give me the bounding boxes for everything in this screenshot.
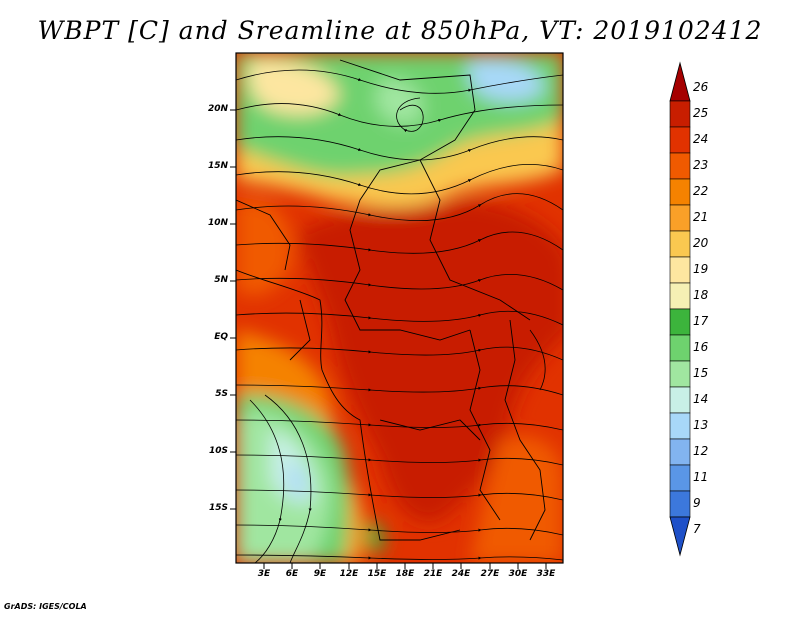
colorbar-label-24: 24 — [693, 132, 709, 146]
lat-label-5s: 5S — [215, 389, 228, 399]
chart-title: WBPT [C] and Sreamline at 850hPa, VT: 20… — [37, 16, 763, 45]
colorbar-top-triangle — [669, 61, 691, 102]
lat-label-5n: 5N — [214, 275, 228, 285]
colorbar-label-13: 13 — [693, 418, 709, 432]
colorbar-label-22: 22 — [693, 184, 709, 198]
lon-label-30e: 30E — [508, 569, 528, 579]
lat-label-20n: 20N — [207, 104, 228, 114]
colorbar-segment — [669, 256, 691, 284]
colorbar-segment — [669, 308, 691, 336]
colorbar-segment — [669, 386, 691, 414]
lat-label-15n: 15N — [207, 161, 228, 171]
colorbar-segment — [669, 334, 691, 362]
lat-ticks — [230, 109, 236, 510]
lat-label-10s: 10S — [208, 446, 228, 456]
colorbar-segment — [669, 230, 691, 258]
colorbar-segment — [669, 412, 691, 440]
colorbar-label-26: 26 — [693, 80, 709, 94]
lon-label-21e: 21E — [423, 569, 443, 579]
lon-label-6e: 6E — [285, 569, 299, 579]
lon-label-12e: 12E — [339, 569, 359, 579]
colorbar-segment — [669, 438, 691, 466]
colorbar-label-12: 12 — [693, 444, 709, 458]
lon-label-24e: 24E — [451, 569, 471, 579]
lat-label-eq: EQ — [214, 332, 228, 342]
lon-label-3e: 3E — [257, 569, 271, 579]
lon-label-18e: 18E — [395, 569, 415, 579]
colorbar-label-15: 15 — [693, 366, 709, 380]
country-borders — [236, 59, 546, 541]
colorbar-segment — [669, 360, 691, 388]
colorbar-segment — [669, 204, 691, 232]
lon-label-27e: 27E — [480, 569, 500, 579]
lat-label-10n: 10N — [207, 218, 228, 228]
lon-label-33e: 33E — [536, 569, 556, 579]
colorbar-label-23: 23 — [693, 158, 709, 172]
grads-credit: GrADS: IGES/COLA — [4, 602, 87, 611]
lat-label-15s: 15S — [208, 503, 228, 513]
map-frame — [235, 52, 564, 564]
lon-label-9e: 9E — [313, 569, 327, 579]
colorbar-label-25: 25 — [693, 106, 709, 120]
colorbar-segment — [669, 282, 691, 310]
streamlines — [236, 69, 563, 563]
colorbar-segment — [669, 152, 691, 180]
colorbar-segment — [669, 490, 691, 518]
colorbar-label-17: 17 — [693, 314, 709, 328]
lon-label-15e: 15E — [367, 569, 387, 579]
colorbar-segment — [669, 100, 691, 128]
colorbar-label-9: 9 — [693, 496, 701, 510]
colorbar-bottom-triangle — [669, 516, 691, 557]
colorbar-label-19: 19 — [693, 262, 709, 276]
colorbar-segment — [669, 464, 691, 492]
colorbar-label-21: 21 — [693, 210, 709, 224]
colorbar-segment — [669, 126, 691, 154]
colorbar-label-14: 14 — [693, 392, 709, 406]
lon-ticks — [263, 563, 547, 569]
colorbar-label-18: 18 — [693, 288, 709, 302]
colorbar-label-16: 16 — [693, 340, 709, 354]
colorbar-label-20: 20 — [693, 236, 709, 250]
colorbar-segment — [669, 178, 691, 206]
colorbar-label-11: 11 — [693, 470, 709, 484]
colorbar-label-7: 7 — [693, 522, 701, 536]
